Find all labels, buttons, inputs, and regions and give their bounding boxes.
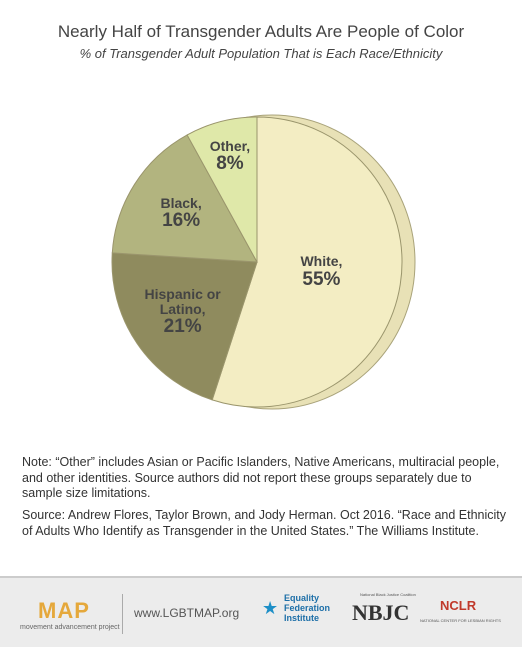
chart-subtitle: % of Transgender Adult Population That i…	[79, 46, 443, 61]
chart	[111, 114, 416, 410]
source: Source: Andrew Flores, Taylor Brown, and…	[22, 507, 507, 538]
slice-name: Hispanic or Latino,	[144, 285, 221, 317]
slice-value: 21%	[163, 316, 202, 338]
pie-slice	[186, 116, 258, 263]
map-logo: MAP	[38, 598, 90, 623]
slice-label: Black, 16%	[133, 194, 229, 232]
slice-value: 16%	[162, 210, 201, 232]
slice-label: Other, 8%	[182, 137, 278, 175]
slice-value: 55%	[302, 268, 341, 290]
nclr-tagline: NATIONAL CENTER FOR LESBIAN RIGHTS	[420, 618, 501, 623]
slice-name: Black,	[160, 194, 202, 211]
footer: MAP movement advancement project www.LGB…	[0, 576, 522, 647]
pie-slice	[111, 252, 258, 401]
pie-slice	[211, 116, 403, 408]
notes: Note: “Other” includes Asian or Pacific …	[22, 455, 512, 545]
note: Note: “Other” includes Asian or Pacific …	[22, 455, 500, 501]
map-tagline: movement advancement project	[20, 624, 120, 631]
slice-label: White, 55%	[273, 253, 369, 290]
nbjc-tagline: National Black Justice Coalition	[360, 592, 416, 597]
chart-title: Nearly Half of Transgender Adults Are Pe…	[57, 22, 465, 41]
slice-label: Hispanic or Latino, 21%	[135, 285, 231, 339]
slice-name: Other,	[209, 137, 251, 154]
pie-slice	[111, 134, 258, 263]
slice-value: 8%	[216, 153, 244, 175]
equality-star: ★	[262, 598, 279, 618]
equality-logo: Equality Federation Institute	[284, 593, 331, 623]
nbjc-logo: NBJC	[352, 600, 410, 625]
url: www.LGBTMAP.org	[134, 606, 240, 620]
slice-name: White,	[300, 253, 343, 270]
divider	[122, 594, 123, 634]
nclr-logo: NCLR	[440, 598, 477, 613]
